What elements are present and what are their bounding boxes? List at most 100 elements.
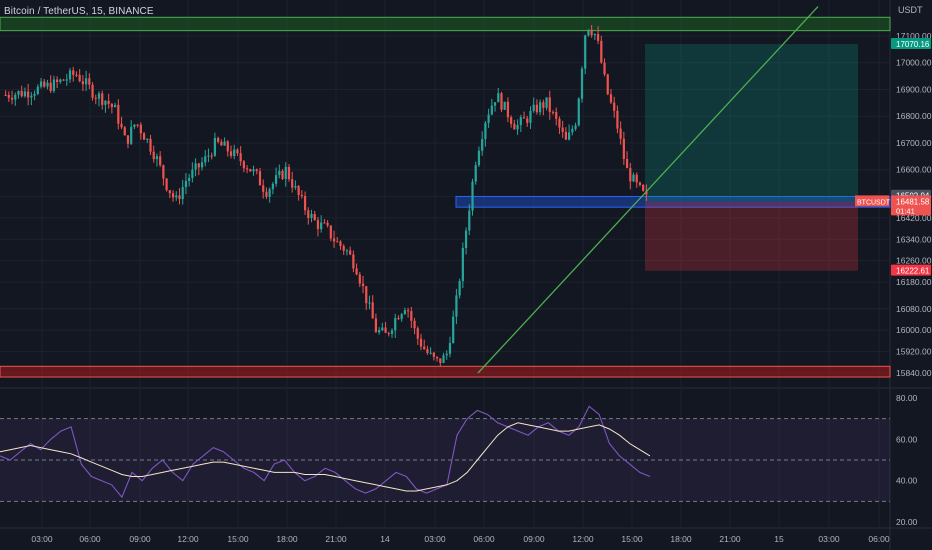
bottom-zone [0, 365, 891, 378]
candle-body [477, 150, 481, 166]
candle-body [332, 238, 336, 242]
candle-body [303, 195, 307, 211]
candle-body [458, 281, 461, 296]
candle-body [361, 283, 365, 287]
countdown-label: 01:41 [896, 206, 915, 215]
candle-body [564, 131, 567, 140]
candle-body [410, 311, 413, 321]
rsi-axis: 20.00 40.00 60.00 80.00 [896, 393, 918, 527]
candle-body [20, 91, 23, 97]
candle-body [471, 181, 474, 211]
candle-body [175, 195, 178, 198]
candle-body [194, 163, 197, 170]
candle-body [548, 97, 551, 112]
candle-body [88, 78, 91, 85]
resistance-zone [0, 16, 891, 32]
candle-body [432, 352, 435, 357]
time-tick-label: 12:00 [572, 534, 594, 544]
candle-body [313, 213, 316, 221]
candle-body [14, 94, 17, 100]
price-tick-label: 17000.00 [896, 58, 932, 68]
candle-body [490, 105, 493, 115]
price-marker-label: 17070.16 [896, 40, 930, 49]
rsi-tick-label: 60.00 [896, 434, 918, 444]
support-zone [455, 195, 891, 208]
candle-body [188, 178, 191, 181]
candle-body [397, 317, 400, 320]
candle-body [474, 165, 477, 182]
time-tick-label: 21:00 [325, 534, 347, 544]
time-tick-label: 09:00 [523, 534, 545, 544]
price-axis[interactable]: 15840.00 15920.00 16000.00 16080.00 16180.00… [896, 31, 932, 378]
time-tick-label: 06:00 [473, 534, 495, 544]
candle-body [435, 356, 439, 359]
candle-body [110, 103, 113, 108]
time-axis[interactable]: 03:00 06:00 09:00 12:00 15:00 18:00 21:00 14 03:… [31, 534, 890, 544]
time-tick-label: 06:00 [868, 534, 890, 544]
rsi-line [0, 405, 651, 499]
candle-body [107, 100, 110, 104]
candle-body [43, 81, 46, 87]
time-tick-label: 09:00 [129, 534, 151, 544]
rsi-ma-line [0, 422, 651, 492]
candle-body [271, 183, 274, 190]
symbol-title[interactable]: Bitcoin / TetherUS, 15, BINANCE [4, 6, 154, 17]
candle-body [297, 186, 300, 195]
price-marker-label: 16481.58 [896, 197, 930, 206]
candle-body [239, 153, 242, 162]
candle-body [252, 169, 255, 172]
candle-body [246, 168, 249, 170]
candle-body [220, 141, 223, 146]
candle-body [555, 111, 558, 119]
candle-body [27, 91, 30, 98]
candlestick-series [4, 25, 648, 367]
time-tick-label: 18:00 [276, 534, 298, 544]
candle-body [159, 156, 162, 166]
candle-body [200, 162, 204, 168]
candle-body [352, 254, 355, 269]
candle-body [423, 346, 426, 350]
candle-body [510, 117, 513, 124]
candle-body [342, 246, 345, 251]
rsi-tick-label: 20.00 [896, 517, 918, 527]
position-stop-zone [645, 201, 858, 271]
candle-body [81, 81, 84, 85]
candle-body [320, 222, 323, 230]
candle-body [535, 104, 539, 113]
candle-body [429, 352, 432, 354]
time-tick-label: 15:00 [227, 534, 249, 544]
time-tick-label: 03:00 [818, 534, 840, 544]
candle-body [120, 123, 123, 128]
candle-body [400, 314, 403, 320]
candle-body [384, 327, 387, 333]
candle-body [371, 302, 374, 319]
price-unit-label: USDT [898, 5, 923, 15]
price-tick-label: 16080.00 [896, 304, 932, 314]
price-tick-label: 15920.00 [896, 347, 932, 357]
candle-body [481, 139, 484, 151]
candle-body [126, 135, 130, 144]
candle-body [233, 149, 236, 157]
candle-body [571, 128, 574, 133]
candle-body [287, 166, 291, 180]
candle-body [210, 155, 213, 157]
candle-body [97, 93, 101, 99]
candle-body [645, 190, 648, 195]
candle-body [487, 114, 490, 123]
price-tick-label: 16000.00 [896, 325, 932, 335]
rsi-panel [0, 405, 890, 502]
trendline[interactable] [477, 6, 819, 374]
price-tick-label: 16900.00 [896, 84, 932, 94]
time-tick-label: 14 [380, 534, 390, 544]
candle-body [46, 82, 49, 87]
candle-body [181, 187, 184, 200]
candle-body [448, 342, 452, 354]
candle-body [529, 110, 532, 123]
candle-body [419, 338, 423, 347]
candle-body [349, 250, 352, 255]
price-tick-label: 16180.00 [896, 277, 932, 287]
candle-body [365, 286, 368, 304]
candle-body [596, 33, 600, 41]
candle-body [39, 81, 43, 87]
